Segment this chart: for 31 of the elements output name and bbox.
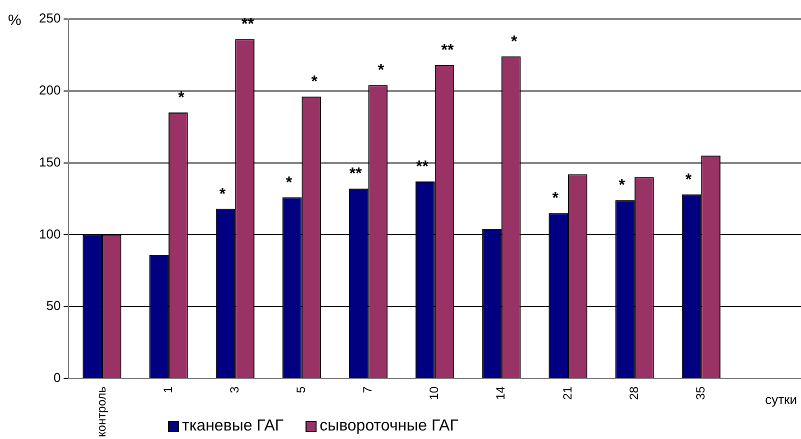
x-tick-label: 3	[227, 386, 242, 394]
annotation: *	[286, 174, 293, 192]
annotation: *	[618, 177, 626, 194]
y-tick-label: 150	[38, 154, 61, 170]
y-tick-label: 250	[38, 10, 61, 26]
annotation: *	[378, 62, 385, 80]
y-tick-label: 100	[38, 226, 61, 242]
annotation: **	[441, 42, 454, 60]
x-tick-label: 10	[427, 386, 442, 400]
y-tick-label: 50	[46, 298, 61, 314]
x-tick-label: контроль	[94, 386, 108, 438]
annotation: *	[311, 74, 318, 91]
x-tick-label: 7	[360, 386, 375, 394]
annotation: *	[219, 186, 226, 203]
y-axis-title: %	[8, 12, 22, 30]
annotation: *	[510, 33, 518, 50]
x-tick-label: 5	[294, 386, 308, 394]
annotation: *	[685, 171, 692, 188]
legend-label: сывороточные ГАГ	[320, 417, 459, 434]
x-axis-title: сутки	[765, 392, 797, 408]
x-tick-label: 1	[160, 386, 175, 394]
annotation: *	[178, 89, 186, 106]
x-tick-label: 21	[560, 386, 574, 400]
y-tick-label: 200	[38, 82, 61, 98]
y-tick-label: 0	[53, 370, 61, 386]
annotation: **	[349, 166, 363, 183]
annotation: *	[552, 190, 560, 208]
legend-label: тканевые ГАГ	[182, 417, 284, 434]
x-tick-label: 28	[626, 386, 641, 400]
x-tick-label: 14	[494, 386, 508, 400]
x-tick-label: 35	[693, 386, 708, 400]
